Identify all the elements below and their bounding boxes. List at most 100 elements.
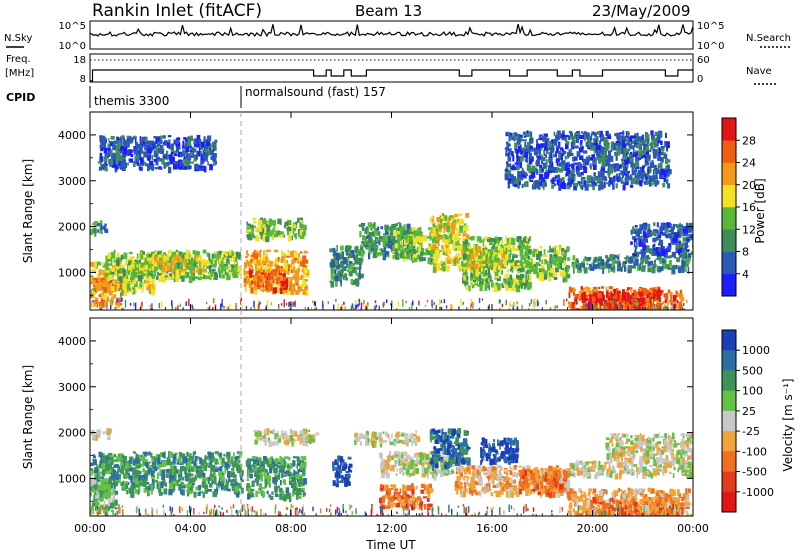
echo-cell (530, 167, 534, 171)
echo-cell (663, 262, 667, 270)
echo-cell (340, 245, 344, 251)
echo-cell (476, 249, 480, 252)
echo-cell (142, 137, 145, 142)
echo-cell (260, 225, 265, 232)
echo-cell (617, 291, 621, 294)
echo-cell (457, 253, 461, 256)
echo-cell (147, 155, 151, 161)
freq-trace (90, 69, 693, 82)
echo-cell (515, 149, 520, 154)
echo-cell (585, 134, 588, 138)
echo-cell (538, 137, 543, 140)
echo-cell (551, 256, 556, 264)
echo-cell (666, 222, 672, 228)
echo-cell (548, 272, 553, 277)
echo-cell (303, 265, 308, 272)
echo-cell (522, 266, 525, 271)
echo-cell (143, 151, 148, 158)
echo-cell (516, 156, 520, 162)
echo-cell (632, 135, 636, 138)
echo-cell (200, 154, 203, 161)
echo-cell (555, 266, 559, 273)
echo-cell (563, 151, 567, 155)
echo-cell (509, 247, 512, 255)
echo-cell (128, 260, 130, 266)
echo-cell (154, 150, 159, 157)
echo-cell (516, 268, 521, 273)
date-title: 23/May/2009 (592, 2, 690, 20)
echo-cell (175, 276, 180, 282)
echo-cell (365, 226, 368, 231)
echo-cell (450, 217, 453, 220)
echo-cell (276, 230, 279, 236)
echo-cell (451, 227, 455, 234)
echo-cell (286, 278, 291, 283)
echo-cell (532, 261, 535, 266)
echo-cell (604, 182, 609, 185)
echo-cell (345, 263, 349, 269)
echo-cell (264, 226, 267, 234)
echo-cell (481, 298, 484, 301)
echo-cell (300, 251, 303, 254)
echo-cell (588, 183, 591, 187)
echo-cell (548, 156, 553, 164)
echo-cell (626, 152, 628, 156)
echo-cell (595, 305, 597, 310)
echo-cell (686, 249, 690, 252)
echo-cell (509, 152, 513, 156)
echo-cell (643, 170, 646, 174)
echo-cell (487, 271, 491, 279)
echo-cell (225, 262, 230, 265)
echo-cell (488, 253, 491, 258)
echo-cell (561, 138, 566, 141)
echo-cell (663, 178, 666, 182)
echo-cell (453, 237, 456, 243)
echo-cell (480, 266, 482, 272)
echo-cell (132, 163, 136, 167)
echo-cell (290, 226, 294, 233)
echo-cell (642, 239, 647, 242)
echo-cell (536, 253, 540, 260)
echo-cell (633, 238, 637, 242)
echo-cell (410, 249, 414, 255)
echo-cell (618, 165, 621, 169)
echo-cell (232, 254, 235, 258)
echo-cell (591, 290, 594, 294)
echo-cell (118, 273, 123, 279)
echo-cell (541, 167, 544, 172)
echo-cell (682, 233, 688, 237)
echo-cell (160, 259, 164, 265)
echo-cell (167, 250, 172, 255)
echo-cell (567, 257, 571, 261)
echo-cell (646, 298, 649, 302)
echo-cell (565, 270, 568, 277)
echo-cell (594, 181, 596, 185)
echo-cell (283, 287, 288, 290)
echo-cell (148, 263, 151, 270)
echo-cell (541, 253, 544, 257)
echo-cell (485, 278, 489, 283)
echo-cell (679, 231, 683, 238)
echo-cell (516, 154, 519, 159)
echo-cell (558, 162, 563, 167)
echo-cell (650, 130, 654, 136)
echo-cell (554, 183, 557, 187)
echo-cell (612, 304, 615, 308)
echo-cell (138, 261, 141, 264)
echo-cell (529, 275, 532, 280)
echo-cell (263, 289, 266, 292)
echo-cell (260, 289, 264, 292)
echo-cell (621, 294, 624, 302)
echo-cell (256, 227, 259, 232)
echo-cell (685, 241, 688, 248)
echo-cell (543, 133, 548, 137)
echo-cell (652, 293, 656, 300)
echo-cell (382, 240, 386, 247)
echo-cell (536, 249, 539, 254)
echo-cell (622, 139, 626, 145)
echo-cell (597, 292, 602, 299)
echo-cell (298, 284, 303, 289)
echo-cell (386, 299, 388, 303)
echo-cell (269, 284, 273, 292)
echo-cell (610, 293, 614, 298)
